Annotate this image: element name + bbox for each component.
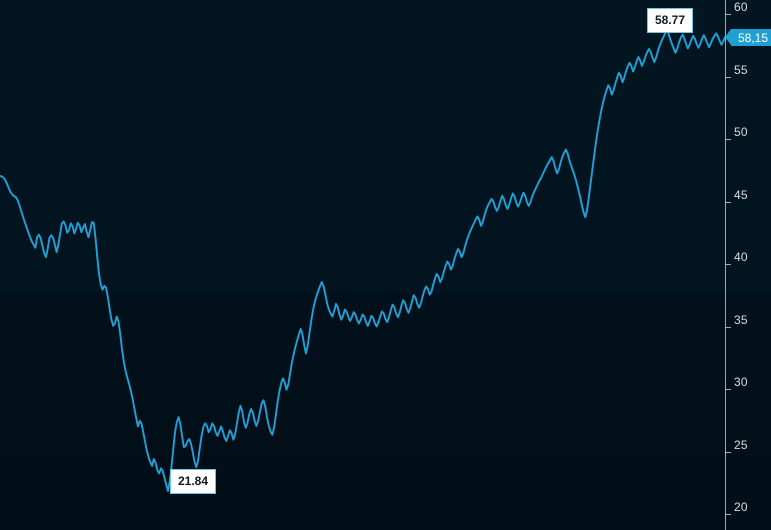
y-axis-tick-label: 50 [734, 125, 748, 139]
high-price-marker: 58.77 [647, 8, 694, 33]
y-axis-tick-mark [725, 264, 731, 265]
y-axis-line [725, 0, 726, 530]
y-axis-tick-label: 30 [734, 375, 748, 389]
y-axis-tick-mark [725, 139, 731, 140]
price-line-path [0, 28, 726, 492]
y-axis-tick-label: 60 [734, 0, 748, 14]
y-axis-tick-mark [725, 77, 731, 78]
y-axis-tick-label: 55 [734, 63, 748, 77]
y-axis-tick-mark [725, 14, 731, 15]
y-axis-tick-mark [725, 389, 731, 390]
current-price-label: 58,15 [738, 30, 769, 45]
y-axis-tick-label: 20 [734, 500, 748, 514]
y-axis-tick-label: 45 [734, 188, 748, 202]
current-price-badge[interactable]: 58,15 [725, 29, 771, 46]
y-axis-tick-mark [725, 202, 731, 203]
y-axis-tick-label: 35 [734, 313, 748, 327]
y-axis-tick-mark [725, 327, 731, 328]
y-axis-tick-label: 25 [734, 438, 748, 452]
y-axis-tick-label: 40 [734, 250, 748, 264]
low-price-marker: 21.84 [170, 469, 217, 494]
y-axis-tick-mark [725, 452, 731, 453]
y-axis-tick-mark [725, 514, 731, 515]
badge-arrow-icon [725, 29, 731, 45]
